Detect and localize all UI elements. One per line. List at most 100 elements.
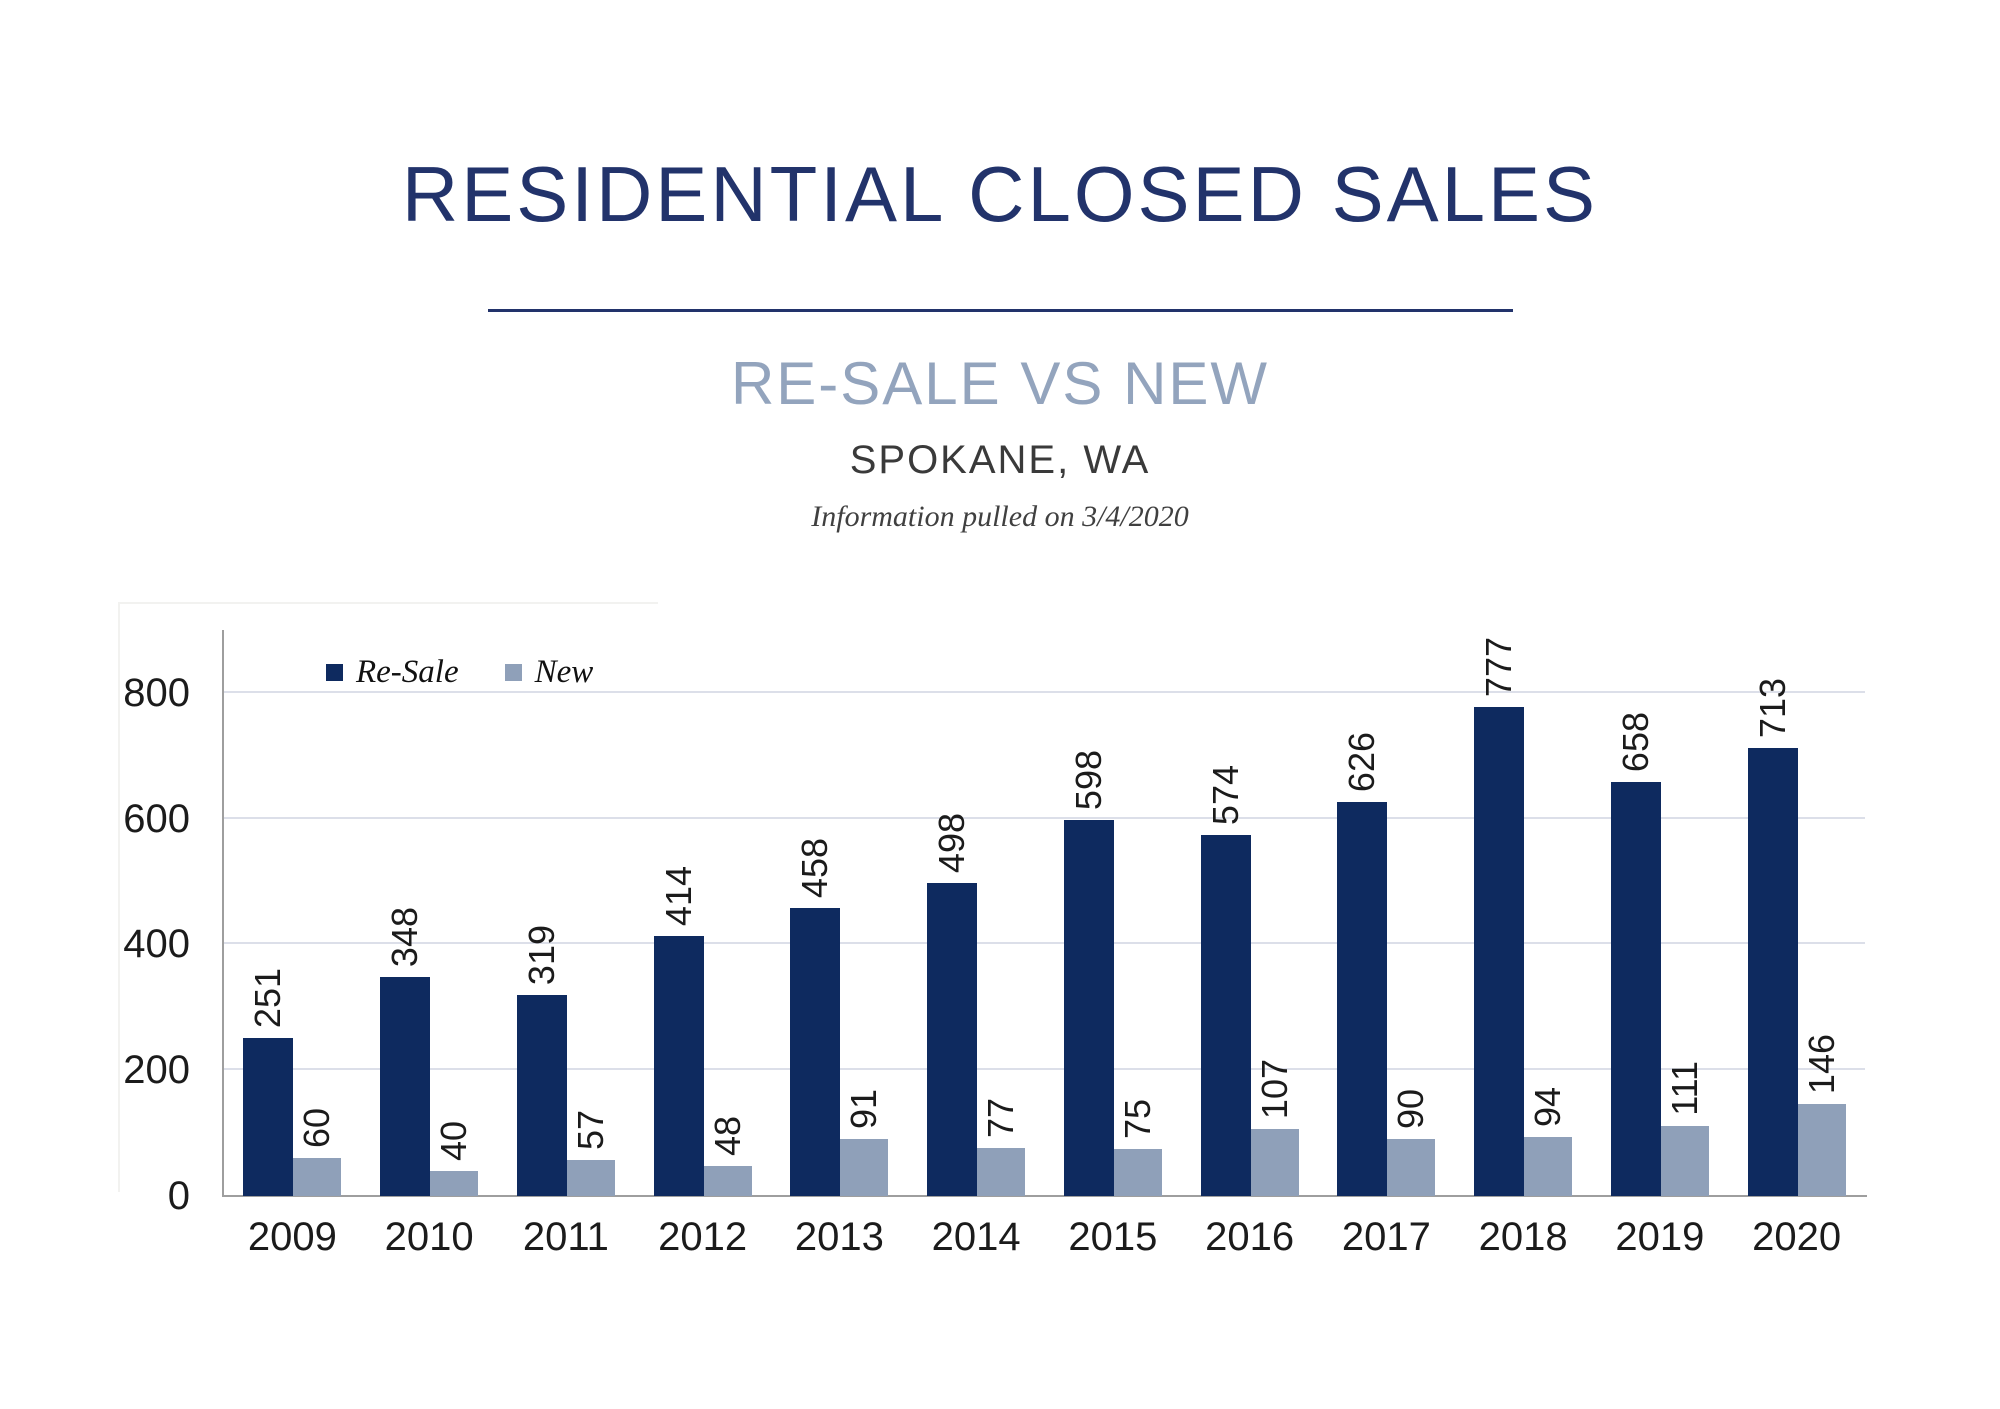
bar-value-label-new-2012: 48 [706, 1115, 748, 1156]
bar-group-2010: 348 40 2010 [361, 630, 498, 1258]
x-tick-label-2016: 2016 [1205, 1215, 1295, 1259]
bar-group-2012: 414 48 2012 [634, 630, 771, 1258]
bar-new-2010 [430, 1170, 479, 1196]
bar-value-label-new-2010: 40 [433, 1120, 475, 1161]
bar-resale-2016 [1200, 835, 1251, 1196]
bar-group-2019: 658 111 2019 [1592, 630, 1729, 1258]
y-tick-label-200: 200 [123, 1048, 190, 1093]
bar-resale-2010 [380, 977, 431, 1196]
bar-new-2018 [1524, 1136, 1573, 1196]
bar-group-2018: 777 94 2018 [1455, 630, 1592, 1258]
x-tick-label-2011: 2011 [522, 1215, 609, 1259]
location-label: SPOKANE, WA [849, 438, 1151, 482]
x-tick-label-2014: 2014 [931, 1215, 1021, 1259]
legend-swatch-new [504, 664, 522, 681]
x-tick-label-2018: 2018 [1478, 1215, 1568, 1259]
bar-group-2015: 598 75 2015 [1045, 630, 1182, 1258]
bar-value-label-resale-2018: 777 [1478, 637, 1520, 698]
bar-value-label-resale-2015: 598 [1067, 749, 1109, 810]
chart-panel-edge-left [118, 602, 120, 1192]
gridline-600 [224, 816, 1865, 819]
bar-new-2014 [977, 1147, 1026, 1196]
gridline-400 [224, 942, 1865, 945]
bar-value-label-new-2016: 107 [1253, 1058, 1295, 1119]
bar-group-2013: 458 91 2013 [771, 630, 908, 1258]
y-tick-label-0: 0 [167, 1174, 190, 1218]
legend: Re-Sale New [326, 656, 639, 689]
bar-resale-2011 [516, 995, 567, 1196]
bar-new-2009 [293, 1158, 342, 1196]
bar-value-label-new-2018: 94 [1527, 1086, 1569, 1127]
page-subtitle: RE-SALE VS NEW [730, 350, 1270, 417]
bar-value-label-resale-2020: 713 [1751, 677, 1793, 738]
legend-entry-new: New [504, 654, 594, 690]
bar-resale-2019 [1610, 782, 1661, 1196]
bar-new-2011 [566, 1160, 615, 1196]
bar-value-label-new-2015: 75 [1116, 1098, 1158, 1139]
x-tick-label-2013: 2013 [794, 1215, 884, 1259]
bar-value-label-resale-2017: 626 [1341, 732, 1383, 793]
y-axis-line [222, 630, 224, 1196]
header: RESIDENTIAL CLOSED SALES RE-SALE VS NEW … [0, 0, 2000, 532]
bar-resale-2018 [1474, 707, 1525, 1196]
bar-resale-2015 [1063, 819, 1114, 1196]
bar-resale-2012 [653, 935, 704, 1196]
bar-group-2014: 498 77 2014 [908, 630, 1045, 1258]
bar-group-2016: 574 107 2016 [1181, 630, 1318, 1258]
bar-value-label-resale-2013: 458 [794, 837, 836, 898]
y-tick-label-800: 800 [123, 670, 190, 715]
page-title: RESIDENTIAL CLOSED SALES [401, 150, 1599, 238]
bar-new-2017 [1387, 1139, 1436, 1196]
legend-entry-resale: Re-Sale [326, 656, 459, 689]
bar-new-2012 [703, 1165, 752, 1196]
bar-group-2020: 713 146 2020 [1728, 630, 1865, 1258]
bar-resale-2009 [243, 1038, 294, 1196]
bar-value-label-resale-2019: 658 [1614, 712, 1656, 773]
gridline-200 [224, 1068, 1865, 1071]
bar-group-2017: 626 90 2017 [1318, 630, 1455, 1258]
x-tick-label-2012: 2012 [658, 1215, 748, 1259]
bar-value-label-resale-2009: 251 [247, 968, 289, 1029]
x-tick-label-2017: 2017 [1341, 1215, 1431, 1259]
x-tick-label-2015: 2015 [1068, 1215, 1158, 1259]
legend-swatch-resale [326, 664, 343, 681]
x-tick-label-2010: 2010 [384, 1215, 474, 1259]
y-tick-label-600: 600 [123, 796, 190, 841]
bar-value-label-resale-2014: 498 [931, 812, 973, 873]
bar-new-2016 [1250, 1128, 1299, 1196]
bar-value-label-resale-2012: 414 [657, 865, 699, 926]
legend-label-new: New [534, 654, 594, 690]
x-axis-line [222, 1195, 1867, 1197]
bar-value-label-new-2019: 111 [1663, 1061, 1705, 1117]
x-tick-label-2009: 2009 [247, 1215, 337, 1259]
bar-value-label-resale-2010: 348 [384, 907, 426, 968]
bar-value-label-resale-2016: 574 [1204, 764, 1246, 826]
gridline-800 [224, 690, 1865, 693]
bar-value-label-resale-2011: 319 [520, 925, 562, 986]
y-tick-label-400: 400 [123, 922, 190, 967]
bar-value-label-new-2014: 77 [980, 1097, 1022, 1138]
bar-value-label-new-2013: 91 [843, 1088, 885, 1129]
bar-resale-2020 [1747, 747, 1798, 1196]
legend-label-resale: Re-Sale [356, 654, 459, 690]
bar-resale-2013 [790, 907, 841, 1196]
x-tick-label-2019: 2019 [1615, 1215, 1705, 1259]
x-tick-label-2020: 2020 [1752, 1215, 1842, 1259]
bar-new-2015 [1113, 1148, 1162, 1196]
bar-value-label-new-2017: 90 [1390, 1089, 1432, 1130]
bar-resale-2014 [927, 882, 978, 1196]
chart-panel-edge-top [118, 602, 658, 604]
bar-value-label-new-2009: 60 [296, 1108, 338, 1149]
bar-new-2019 [1660, 1126, 1709, 1196]
data-note: Information pulled on 3/4/2020 [811, 500, 1189, 533]
bar-new-2013 [840, 1138, 889, 1196]
bar-group-2011: 319 57 2011 [498, 630, 635, 1258]
title-underline [487, 309, 1513, 312]
bar-group-2009: 251 60 2009 [224, 630, 361, 1258]
bar-new-2020 [1797, 1104, 1846, 1196]
plot-area: 251 60 2009 348 40 2010 319 57 2011 414 48 2012 458 9… [224, 630, 1865, 1258]
bar-value-label-new-2011: 57 [569, 1110, 611, 1151]
bar-value-label-new-2020: 146 [1800, 1034, 1842, 1095]
bar-resale-2017 [1337, 802, 1388, 1196]
